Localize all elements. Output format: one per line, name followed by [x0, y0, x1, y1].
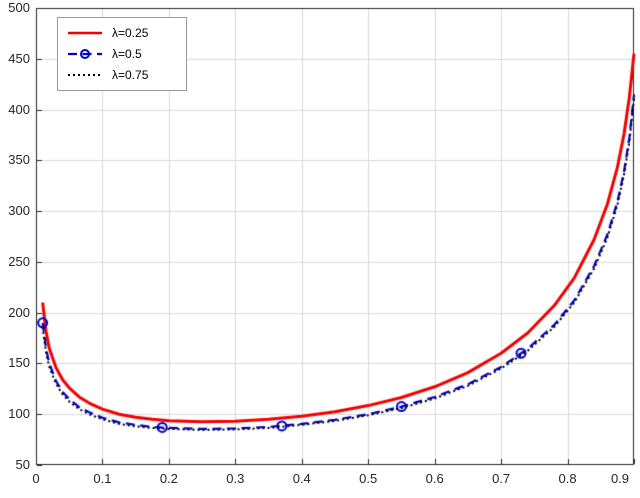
legend-label: λ=0.5: [112, 47, 142, 61]
legend-item-lambda-0-25: λ=0.25: [66, 25, 174, 41]
legend-item-lambda-0-75: λ=0.75: [66, 67, 174, 83]
legend-solid-line-sample: [68, 31, 102, 35]
legend-label: λ=0.25: [112, 26, 149, 40]
legend-label: λ=0.75: [112, 68, 149, 82]
legend-dotted-line-sample: [68, 74, 102, 76]
legend: λ=0.25 λ=0.5 λ=0.75: [57, 17, 187, 91]
legend-item-lambda-0-5: λ=0.5: [66, 46, 174, 62]
legend-dashed-circle-line-sample: [68, 49, 102, 59]
